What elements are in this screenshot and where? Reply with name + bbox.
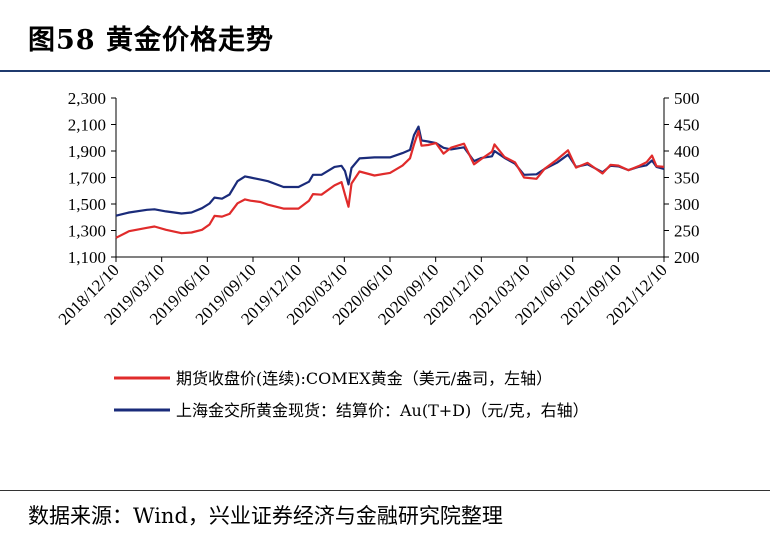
- y-left-tick-label: 1,100: [68, 248, 106, 267]
- y-right-tick-label: 350: [674, 169, 700, 188]
- source-note: 数据来源：Wind，兴业证券经济与金融研究院整理: [28, 504, 503, 528]
- page-title: 图58 黄金价格走势: [28, 25, 274, 56]
- y-left-tick-label: 2,100: [68, 116, 106, 135]
- y-right-tick-label: 200: [674, 248, 700, 267]
- y-right-tick-label: 500: [674, 89, 700, 108]
- y-right-tick-label: 400: [674, 142, 700, 161]
- comex-gold-line: [115, 130, 665, 239]
- legend-label-comex: 期货收盘价(连续):COMEX黄金（美元/盎司，左轴）: [176, 369, 552, 388]
- y-left-tick-label: 1,900: [68, 142, 106, 161]
- y-right-tick-label: 300: [674, 195, 700, 214]
- y-right-tick-label: 450: [674, 116, 700, 135]
- legend-label-sge: 上海金交所黄金现货：结算价：Au(T+D)（元/克，右轴）: [176, 401, 589, 420]
- y-left-tick-label: 1,700: [68, 169, 106, 188]
- title-divider: [0, 70, 770, 72]
- y-right-tick-label: 250: [674, 222, 700, 241]
- y-left-tick-label: 1,300: [68, 222, 106, 241]
- source-divider: [0, 490, 770, 491]
- y-left-tick-label: 2,300: [68, 89, 106, 108]
- y-left-tick-label: 1,500: [68, 195, 106, 214]
- sge-au-td-line: [115, 125, 665, 217]
